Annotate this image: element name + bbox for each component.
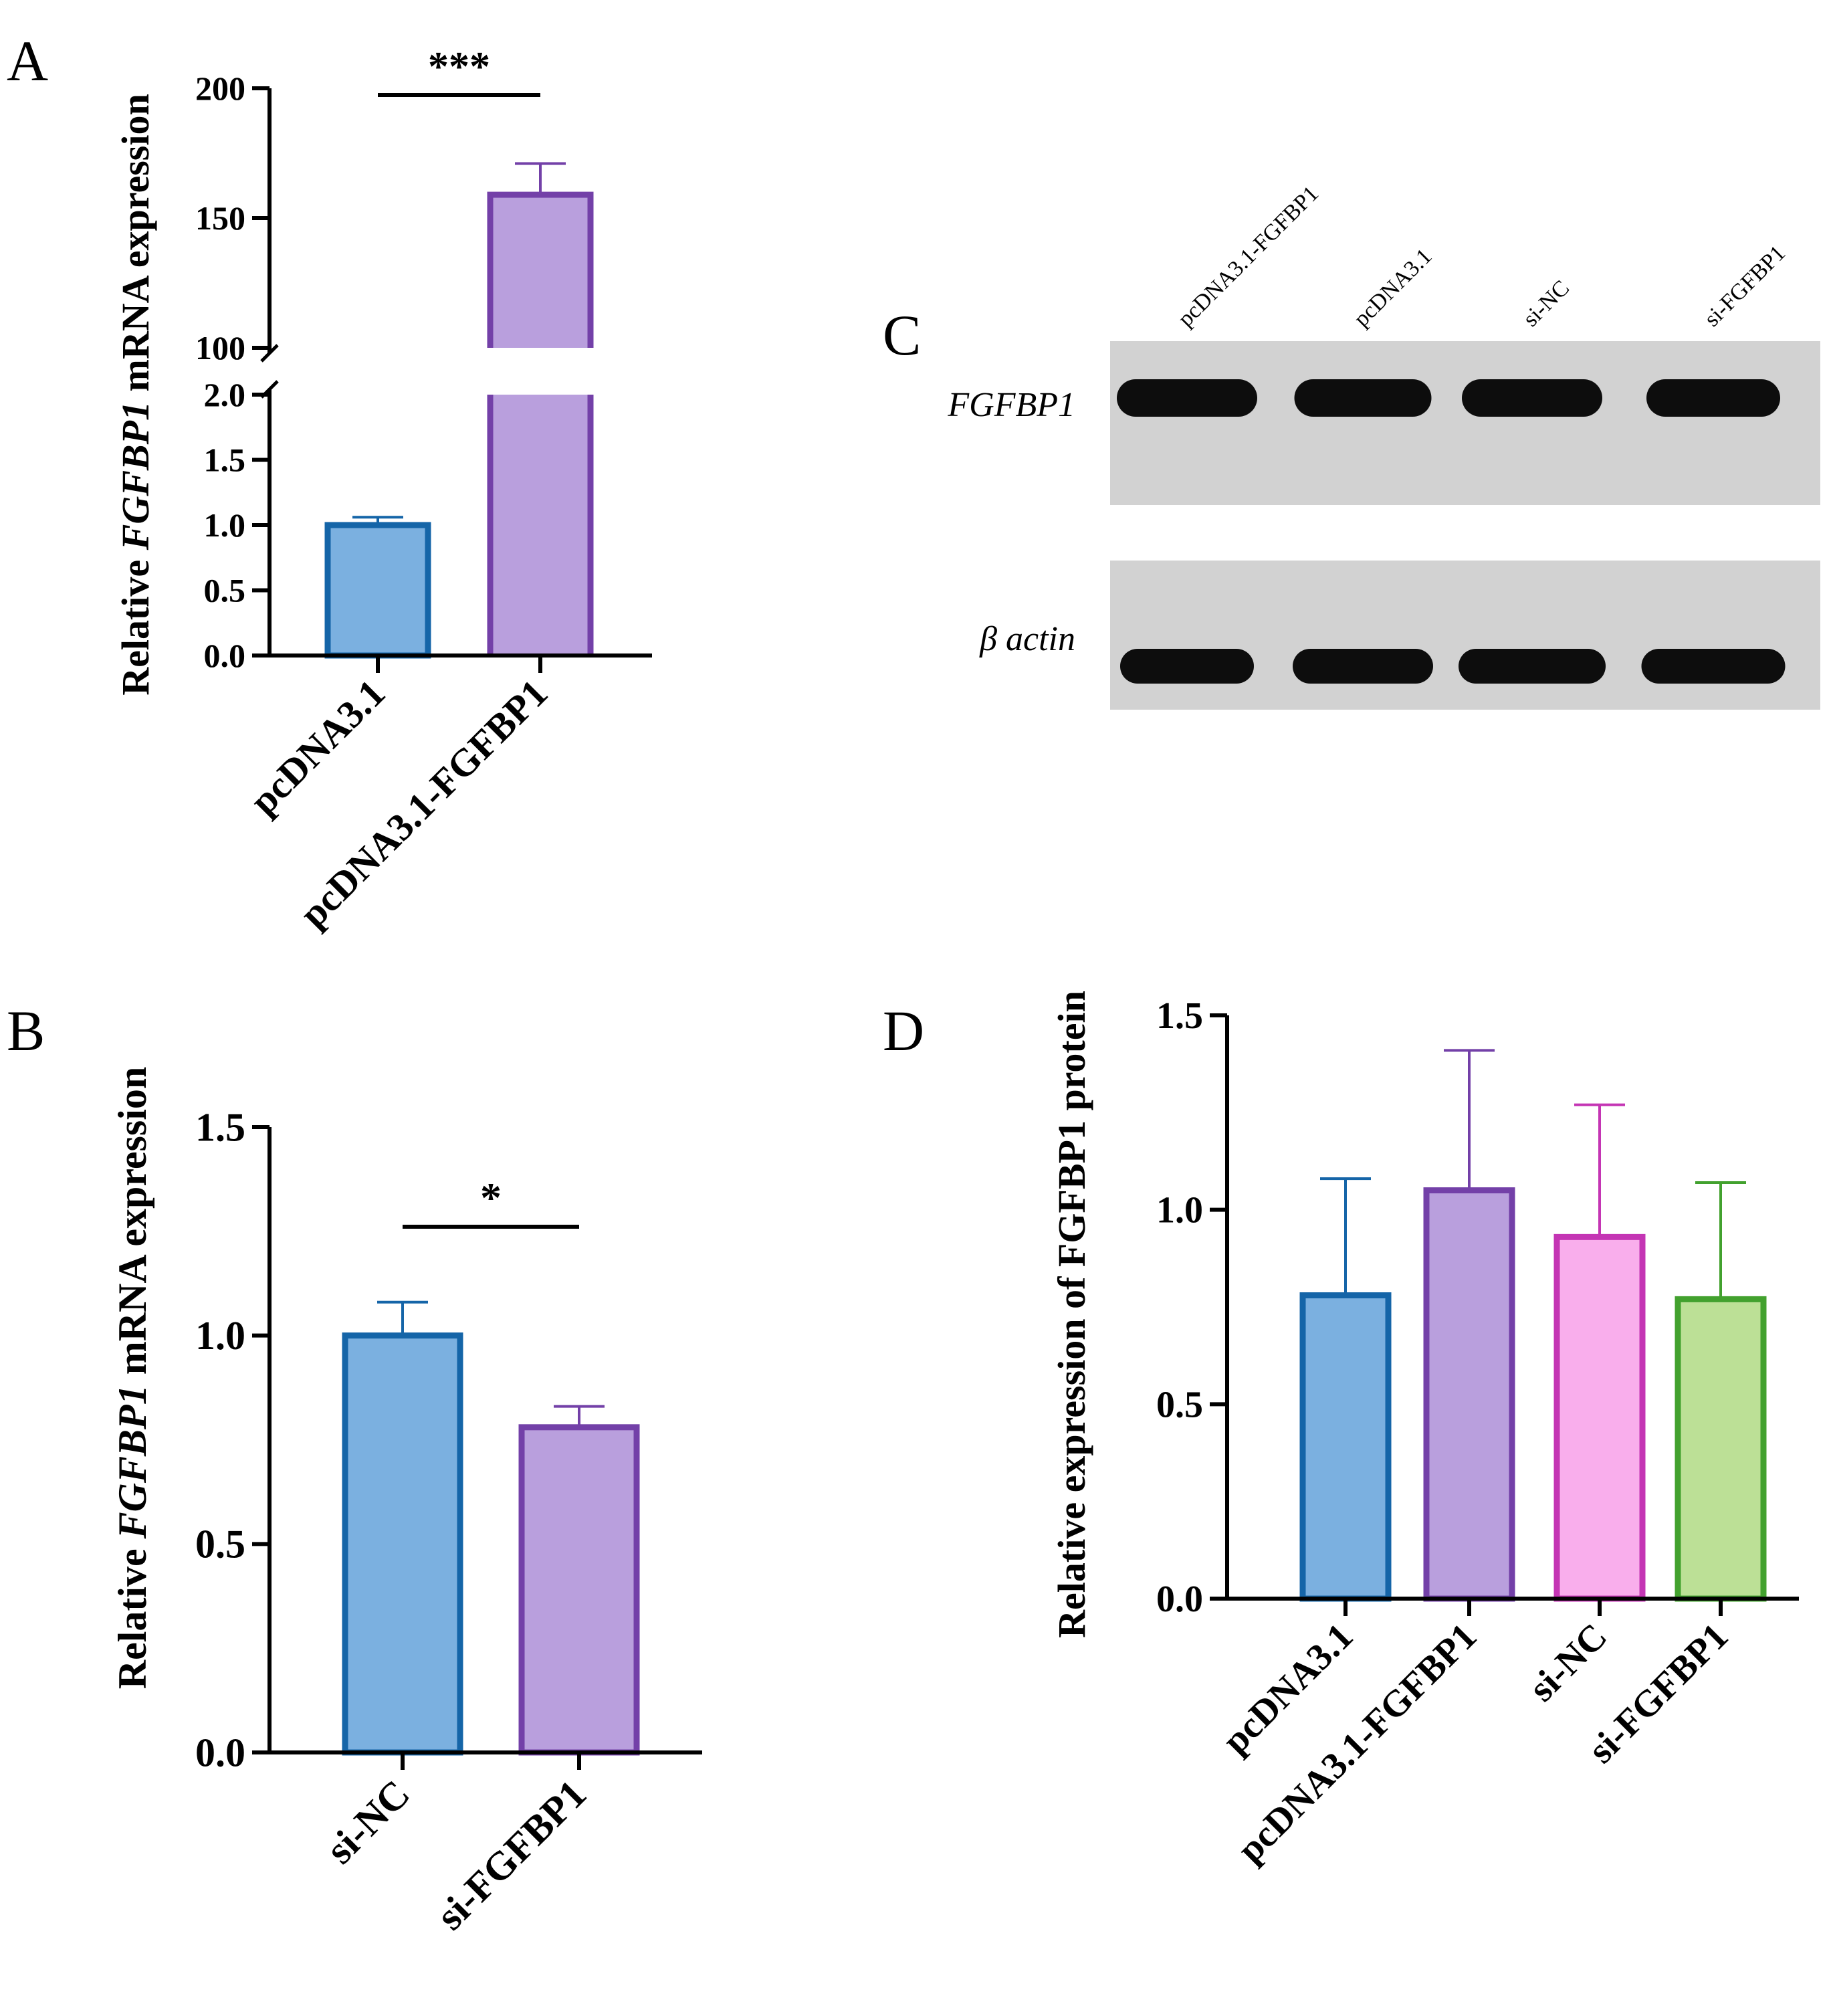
blot-band-actin-0	[1120, 649, 1254, 684]
blot-band-fgfbp1-0	[1117, 379, 1257, 417]
panel-d-ytick-label-0: 0.0	[1156, 1579, 1203, 1620]
panel-b-ytick-label-3: 1.5	[195, 1105, 245, 1149]
panel-d-bar-2	[1553, 1233, 1646, 1602]
panel-d-ytick-label-1: 0.5	[1156, 1384, 1203, 1425]
panel-d-ytick-label-2: 1.0	[1156, 1190, 1203, 1231]
panel-a-lower-ytick-label-2: 1.0	[204, 506, 246, 544]
panel-d-ytick-label-3: 1.5	[1156, 995, 1203, 1037]
panel-a-upper-ytick-label-0: 100	[195, 329, 245, 367]
panel-a-upper-ytick-label-2: 200	[195, 70, 245, 107]
panel-d-bar-0	[1299, 1292, 1392, 1602]
blot-lane-label-2: si-NC	[1518, 276, 1574, 332]
panel-a-xtick-label-0: pcDNA3.1	[241, 671, 393, 823]
panel-a-ylabel: Relative FGFBP1 mRNA expression	[114, 94, 157, 696]
panel-a-lower-ytick-label-1: 0.5	[204, 572, 246, 609]
panel-a-break-mark-upper	[260, 344, 279, 363]
panel-a-bar-1-lower	[490, 395, 590, 656]
panel-b-ytick-label-2: 1.0	[195, 1314, 245, 1358]
panel-b-chart: Relative FGFBP1 mRNA expression 0.0 0.5 1.…	[110, 1067, 702, 1938]
panel-d-bar-3	[1675, 1296, 1767, 1602]
panel-c-blot: FGFBP1 β actin pcDNA3.1-FGFBP1 pcDNA3.1 si…	[947, 181, 1820, 710]
blot-row-label-fgfbp1: FGFBP1	[947, 386, 1075, 424]
panel-d-chart: Relative expression of FGFBP1 protein 0.…	[1050, 991, 1799, 1871]
blot-lane-label-0: pcDNA3.1-FGFBP1	[1173, 181, 1323, 332]
blot-band-actin-3	[1641, 649, 1786, 684]
panel-a-upper-ytick-label-1: 150	[195, 199, 245, 237]
panel-d-xtick-label-2: si-NC	[1521, 1615, 1616, 1710]
panel-label-c: C	[883, 303, 921, 367]
panel-d-ylabel: Relative expression of FGFBP1 protein	[1050, 991, 1093, 1638]
blot-band-fgfbp1-1	[1294, 379, 1432, 417]
panel-b-ytick-label-1: 0.5	[195, 1522, 245, 1567]
panel-label-a: A	[7, 29, 48, 93]
panel-b-xtick-label-1: si-FGFBP1	[428, 1772, 595, 1938]
blot-band-actin-1	[1293, 649, 1433, 684]
panel-b-bar-0	[342, 1332, 463, 1756]
blot-band-fgfbp1-3	[1646, 379, 1780, 417]
blot-band-fgfbp1-2	[1462, 379, 1602, 417]
panel-a-bar-1-upper	[490, 195, 590, 348]
panel-a-lower-ytick-label-0: 0.0	[204, 637, 246, 674]
panel-b-xtick-label-0: si-NC	[318, 1772, 418, 1872]
panel-label-d: D	[883, 999, 924, 1063]
blot-lane-label-1: pcDNA3.1	[1349, 244, 1436, 332]
panel-a-bar-0	[324, 522, 431, 659]
panel-b-significance-stars: *	[480, 1174, 502, 1221]
panel-label-b: B	[7, 999, 45, 1063]
panel-b-ylabel: Relative FGFBP1 mRNA expression	[110, 1067, 154, 1690]
panel-b-ytick-label-0: 0.0	[195, 1730, 245, 1775]
panel-d-bar-1	[1423, 1187, 1515, 1602]
blot-band-actin-2	[1459, 649, 1606, 684]
panel-a-lower-ytick-label-3: 1.5	[204, 441, 246, 479]
panel-a-significance-stars: ***	[428, 44, 490, 90]
panel-a-chart: Relative FGFBP1 mRNA expression 0.0 0.5 1.…	[114, 44, 652, 936]
blot-row-label-actin: β actin	[979, 620, 1075, 658]
blot-strip-actin	[1110, 561, 1820, 710]
blot-strip-fgfbp1	[1110, 341, 1820, 505]
panel-a-lower-ytick-label-4: 2.0	[204, 376, 246, 413]
panel-d-xtick-label-1: pcDNA3.1-FGFBP1	[1230, 1615, 1485, 1870]
blot-lane-label-3: si-FGFBP1	[1699, 241, 1790, 332]
panel-b-bar-1	[518, 1424, 640, 1756]
